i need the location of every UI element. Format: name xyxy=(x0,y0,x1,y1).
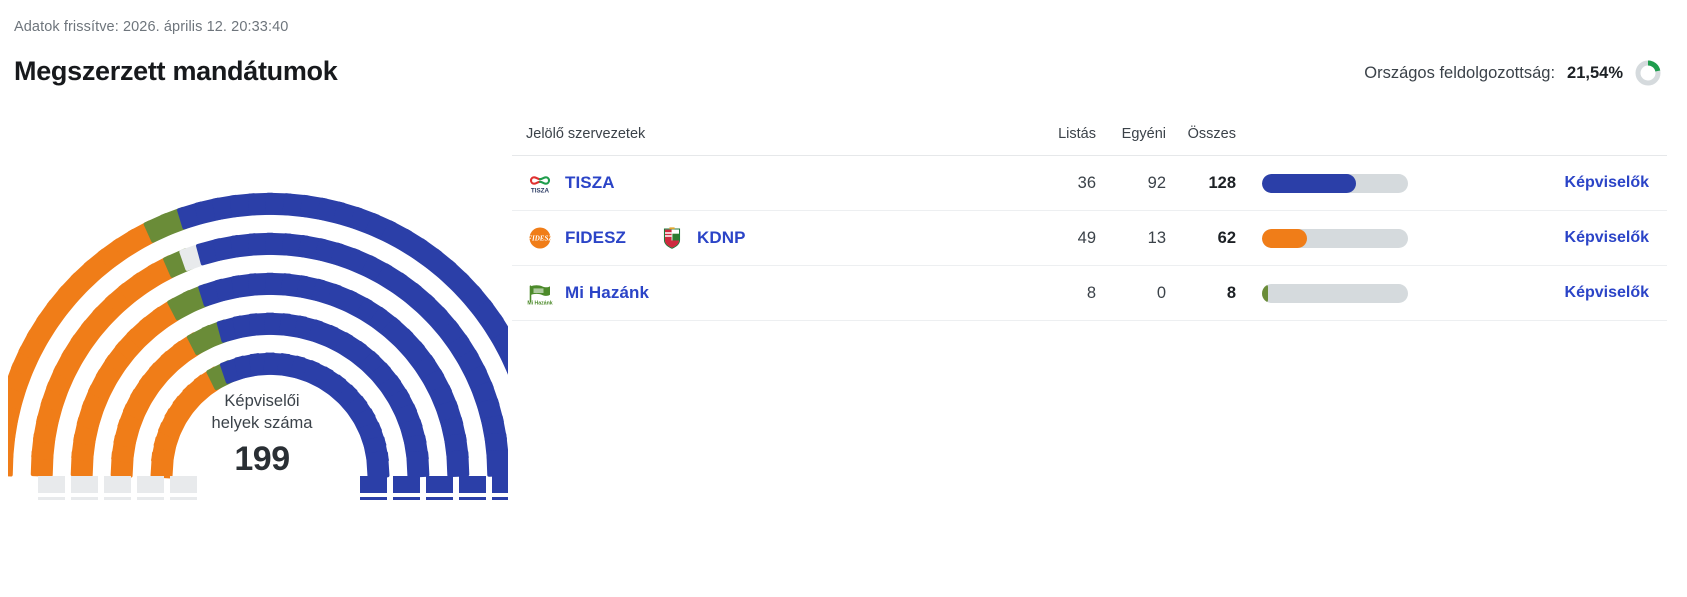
party-name[interactable]: FIDESZ xyxy=(565,228,627,247)
mihazank-logo: Mi Hazánk xyxy=(526,279,554,307)
seat-progress-track xyxy=(1262,228,1408,248)
cell-parties: FIDESZ FIDESZ KDNP xyxy=(526,224,1026,252)
party-name[interactable]: TISZA xyxy=(565,173,615,192)
party-entry[interactable]: TISZA TISZA xyxy=(526,169,615,197)
parliament-seat-chart xyxy=(8,100,508,500)
processing-label: Országos feldolgozottság: xyxy=(1364,63,1556,82)
party-entry[interactable]: FIDESZ FIDESZ xyxy=(526,224,626,252)
party-name[interactable]: Mi Hazánk xyxy=(565,283,650,302)
table-row[interactable]: FIDESZ FIDESZ KDNP 49 13 62 Képviselők xyxy=(512,211,1667,266)
column-header-total: Összes xyxy=(1187,125,1236,142)
seat-progress-track xyxy=(1262,173,1408,193)
svg-text:FIDESZ: FIDESZ xyxy=(527,234,553,242)
seat-chart-label-line1: Képviselői xyxy=(224,392,300,410)
results-table: Jelölő szervezetek Listás Egyéni Összes … xyxy=(512,112,1667,321)
cell-representatives-link: Képviselők xyxy=(1409,174,1649,192)
cell-total-seats: 8 xyxy=(1226,283,1236,302)
representatives-link[interactable]: Képviselők xyxy=(1564,174,1649,191)
seat-chart-label: Képviselői helyek száma xyxy=(196,390,328,435)
seat-progress-track xyxy=(1262,283,1408,303)
processing-percent-value: 21,54% xyxy=(1567,63,1623,82)
national-processing-status: Országos feldolgozottság: 21,54% xyxy=(1364,60,1661,86)
page-title: Megszerzett mandátumok xyxy=(14,56,338,86)
table-header-row: Jelölő szervezetek Listás Egyéni Összes xyxy=(512,112,1667,156)
cell-parties: Mi Hazánk Mi Hazánk xyxy=(526,279,1026,307)
data-updated-timestamp: Adatok frissítve: 2026. április 12. 20:3… xyxy=(14,19,289,35)
processing-donut-icon xyxy=(1635,60,1661,86)
cell-seat-bar xyxy=(1244,173,1409,193)
party-entry[interactable]: KDNP xyxy=(658,224,746,252)
cell-individual-seats: 0 xyxy=(1156,283,1166,302)
cell-total-seats: 128 xyxy=(1208,173,1236,192)
seat-chart-total: 199 xyxy=(234,440,290,478)
seat-progress-fill xyxy=(1262,173,1356,193)
cell-individual-seats: 13 xyxy=(1147,228,1166,247)
table-body: TISZA TISZA 36 92 128 Képviselők FIDESZ FIDESZ K… xyxy=(512,156,1667,321)
representatives-link[interactable]: Képviselők xyxy=(1564,284,1649,301)
tisza-logo: TISZA xyxy=(526,169,554,197)
cell-seat-bar xyxy=(1244,283,1409,303)
cell-list-seats: 36 xyxy=(1077,173,1096,192)
cell-individual-seats: 92 xyxy=(1147,173,1166,192)
table-row[interactable]: TISZA TISZA 36 92 128 Képviselők xyxy=(512,156,1667,211)
representatives-link[interactable]: Képviselők xyxy=(1564,229,1649,246)
cell-list-seats: 49 xyxy=(1077,228,1096,247)
column-header-list: Listás xyxy=(1058,125,1096,142)
cell-seat-bar xyxy=(1244,228,1409,248)
column-header-party: Jelölő szervezetek xyxy=(526,125,646,142)
cell-total-seats: 62 xyxy=(1217,228,1236,247)
seat-progress-fill xyxy=(1262,228,1308,248)
cell-parties: TISZA TISZA xyxy=(526,169,1026,197)
cell-representatives-link: Képviselők xyxy=(1409,229,1649,247)
cell-list-seats: 8 xyxy=(1086,283,1096,302)
fidesz-logo: FIDESZ xyxy=(526,224,554,252)
table-row[interactable]: Mi Hazánk Mi Hazánk 8 0 8 Képviselők xyxy=(512,266,1667,321)
kdnp-logo xyxy=(658,224,686,252)
seat-chart-label-line2: helyek száma xyxy=(211,414,313,433)
party-entry[interactable]: Mi Hazánk Mi Hazánk xyxy=(526,279,649,307)
svg-text:TISZA: TISZA xyxy=(531,188,550,195)
column-header-individual: Egyéni xyxy=(1121,125,1166,142)
party-name[interactable]: KDNP xyxy=(697,228,746,247)
cell-representatives-link: Képviselők xyxy=(1409,284,1649,302)
svg-text:Mi Hazánk: Mi Hazánk xyxy=(527,301,552,307)
seat-progress-fill xyxy=(1262,283,1268,303)
